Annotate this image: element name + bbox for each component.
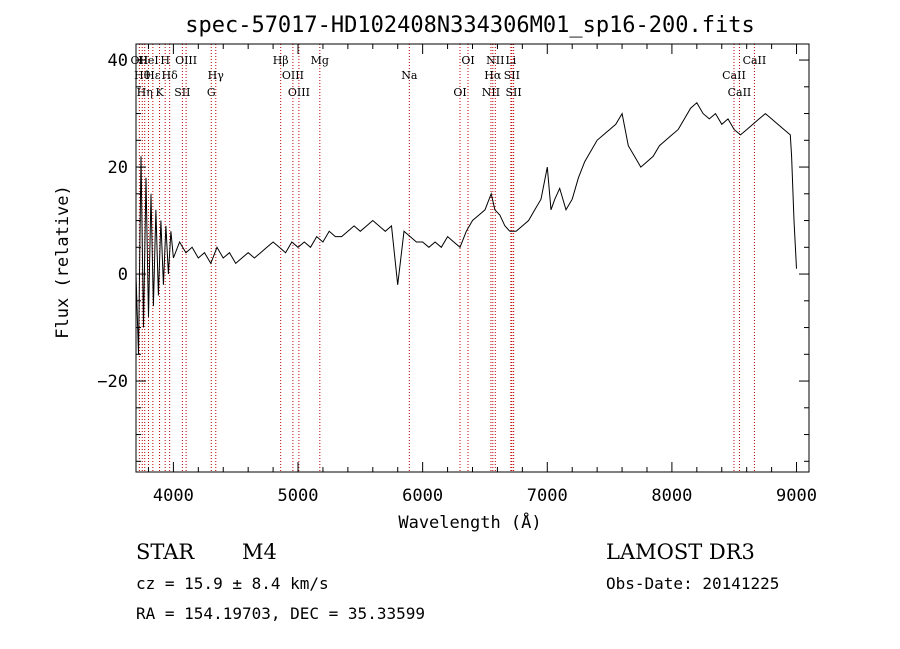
redshift-readout: cz = 15.9 ± 8.4 km/s [136, 574, 329, 593]
y-axis-label: Flux (relative) [53, 185, 73, 339]
emission-line-label: Hγ [208, 69, 225, 82]
y-axis-ticks: −20 0 20 40 [97, 51, 809, 462]
y-tick-label: 40 [108, 51, 128, 71]
emission-line-label: Hδ [162, 69, 179, 82]
emission-line-label: OI [453, 86, 466, 99]
y-tick-label: 0 [118, 265, 128, 285]
observation-date: Obs-Date: 20141225 [606, 574, 779, 593]
emission-line-label: K [155, 86, 164, 99]
x-tick-label: 4000 [153, 486, 194, 506]
x-axis-ticks: 4000 5000 6000 7000 8000 9000 [147, 44, 817, 506]
emission-line-label: SII [506, 86, 522, 99]
x-tick-label: 7000 [527, 486, 568, 506]
emission-line-label: Li [505, 54, 516, 67]
emission-line-label: OI [461, 54, 474, 67]
emission-line-label: Hε [145, 69, 161, 82]
emission-line-label: Mg [311, 54, 329, 67]
x-tick-label: 6000 [402, 486, 443, 506]
emission-line-label: Hη [137, 86, 153, 99]
x-tick-label: 8000 [651, 486, 692, 506]
emission-line-label: SII [504, 69, 520, 82]
y-tick-label: 20 [108, 158, 128, 178]
emission-line-label: OIII [282, 69, 304, 82]
emission-line-markers [138, 44, 755, 472]
coordinates-readout: RA = 154.19703, DEC = 35.33599 [136, 604, 425, 623]
emission-line-label: HeI [138, 54, 158, 67]
survey-name: LAMOST DR3 [606, 540, 755, 564]
object-subclass: M4 [242, 540, 277, 564]
emission-line-label: CaII [722, 69, 746, 82]
emission-line-labels: OIIHθHηHeIHεKHHδSIIOIIIHγGHβOIIIOIIIMgNa… [131, 54, 767, 99]
x-tick-label: 5000 [278, 486, 319, 506]
spectrum-series [135, 102, 797, 355]
emission-line-label: NII [486, 54, 504, 67]
emission-line-label: Hβ [273, 54, 289, 67]
emission-line-label: CaII [728, 86, 752, 99]
emission-line-label: G [207, 86, 216, 99]
object-class: STAR [136, 540, 195, 564]
emission-line-label: Na [401, 69, 418, 82]
emission-line-label: CaII [743, 54, 767, 67]
emission-line-label: OIII [288, 86, 310, 99]
x-axis-label: Wavelength (Å) [398, 511, 541, 533]
chart-title: spec-57017-HD102408N334306M01_sp16-200.f… [185, 13, 755, 38]
y-tick-label: −20 [97, 372, 128, 392]
emission-line-label: Hθ [134, 69, 151, 82]
spectrum-line [135, 102, 797, 355]
emission-line-label: Hα [484, 69, 502, 82]
emission-line-label: OIII [175, 54, 197, 67]
emission-line-label: SII [174, 86, 190, 99]
plot-frame [135, 43, 810, 473]
emission-line-label: NII [482, 86, 500, 99]
x-tick-label: 9000 [776, 486, 817, 506]
emission-line-label: H [160, 54, 170, 67]
